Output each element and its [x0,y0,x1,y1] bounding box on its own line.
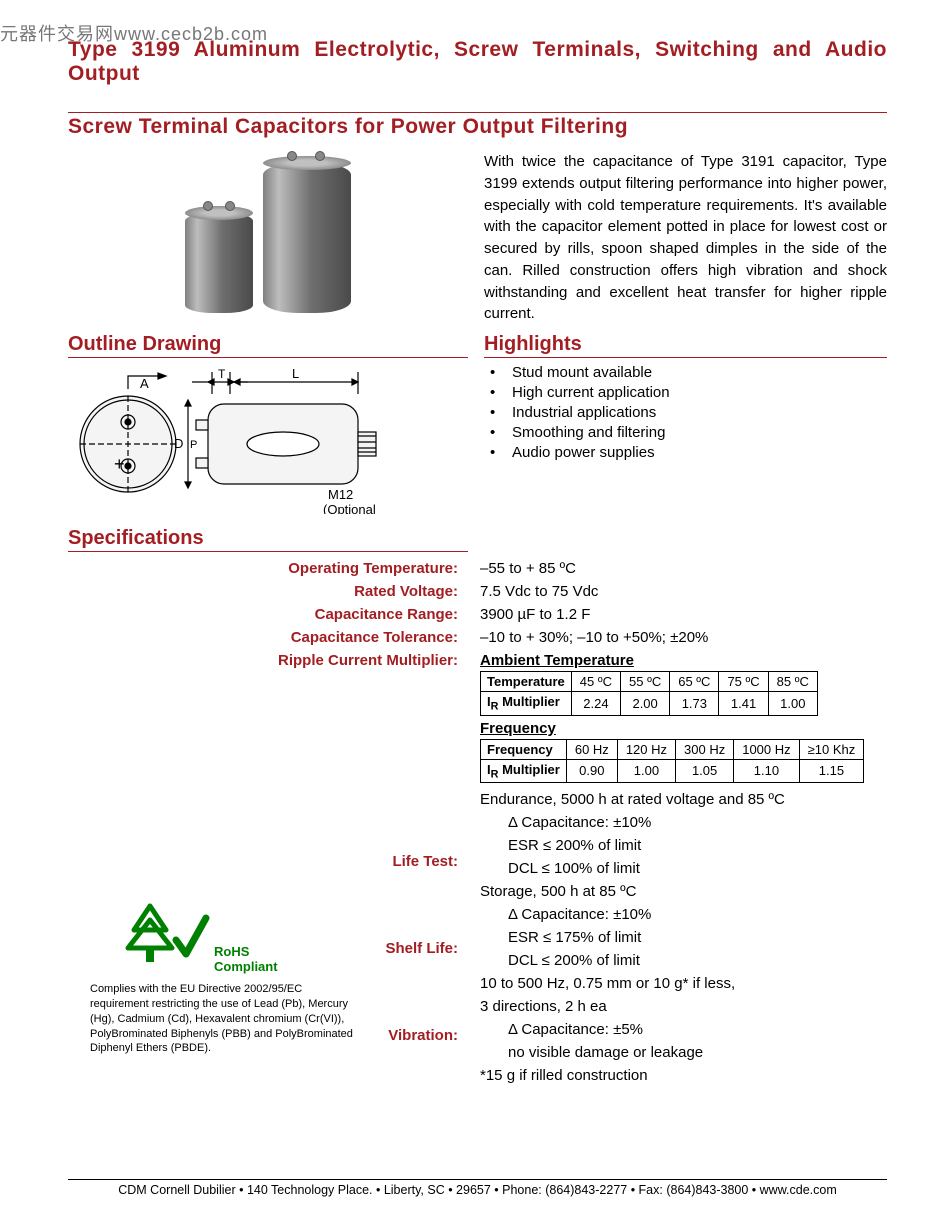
cell: Frequency [481,739,567,759]
product-image [68,151,468,325]
table-row: IR Multiplier 0.90 1.00 1.05 1.10 1.15 [481,759,864,783]
label-ripple-mult: Ripple Current Multiplier: [68,650,458,671]
rohs-label2: Compliant [214,959,278,974]
ambient-table: Temperature 45 ºC 55 ºC 65 ºC 75 ºC 85 º… [480,671,818,716]
capacitor-large-icon [263,163,351,313]
vib-l5: *15 g if rilled construction [480,1065,887,1086]
label-cap-range: Capacitance Range: [68,604,458,625]
cell: 1.05 [676,759,734,783]
vib-l1: 10 to 500 Hz, 0.75 mm or 10 g* if less, [480,973,887,994]
cell: 120 Hz [617,739,675,759]
description: With twice the capacitance of Type 3191 … [484,151,887,325]
outline-drawing: + A T L [68,364,398,514]
cell: 0.90 [566,759,617,783]
list-item: Smoothing and filtering [490,424,887,441]
cell: ≥10 Khz [799,739,864,759]
cell: 75 ºC [719,672,768,692]
list-item: Industrial applications [490,404,887,421]
svg-text:L: L [292,366,299,381]
label-op-temp: Operating Temperature: [68,558,458,579]
val-cap-tol: –10 to + 30%; –10 to +50%; ±20% [480,627,887,648]
vib-l4: no visible damage or leakage [480,1042,887,1063]
cell: 1.73 [670,692,719,716]
cell: 1.00 [617,759,675,783]
cell: 1.15 [799,759,864,783]
rohs-label1: RoHS [214,944,278,959]
rohs-tree-icon [120,900,210,974]
opt-label: (Optional [323,502,376,514]
label-life-test: Life Test: [68,851,458,872]
cell: 1.10 [734,759,799,783]
specs-heading: Specifications [68,527,468,552]
cell: 1000 Hz [734,739,799,759]
shelf-l3: DCL ≤ 200% of limit [480,950,887,971]
rohs-note: Complies with the EU Directive 2002/95/E… [90,982,360,1056]
shelf-main: Storage, 500 h at 85 ºC [480,881,887,902]
cell: 65 ºC [670,672,719,692]
cell: IR Multiplier [481,759,567,783]
life-test-l3: DCL ≤ 100% of limit [480,858,887,879]
svg-text:T: T [218,367,226,381]
cell: 2.00 [621,692,670,716]
val-cap-range: 3900 µF to 1.2 F [480,604,887,625]
list-item: High current application [490,384,887,401]
svg-text:P: P [190,439,197,451]
title-line2: Screw Terminal Capacitors for Power Outp… [68,115,887,139]
val-op-temp: –55 to + 85 ºC [480,558,887,579]
cell: 1.41 [719,692,768,716]
outline-heading: Outline Drawing [68,333,468,358]
life-test-l1: Δ Capacitance: ±10% [480,812,887,833]
cell: IR Multiplier [481,692,572,716]
spec-values-col: –55 to + 85 ºC 7.5 Vdc to 75 Vdc 3900 µF… [468,558,887,1088]
vib-l2: 3 directions, 2 h ea [480,996,887,1017]
shelf-l2: ESR ≤ 175% of limit [480,927,887,948]
table-row: Frequency 60 Hz 120 Hz 300 Hz 1000 Hz ≥1… [481,739,864,759]
freq-title: Frequency [480,720,887,737]
cell: Temperature [481,672,572,692]
svg-text:D: D [174,436,183,451]
cell: 85 ºC [768,672,817,692]
cell: 60 Hz [566,739,617,759]
freq-table: Frequency 60 Hz 120 Hz 300 Hz 1000 Hz ≥1… [480,739,864,784]
highlights-heading: Highlights [484,333,887,358]
highlights-list: Stud mount available High current applic… [484,364,887,461]
watermark: 元器件交易网www.cecb2b.com [0,20,268,46]
label-rated-v: Rated Voltage: [68,581,458,602]
list-item: Stud mount available [490,364,887,381]
title-block: Type 3199 Aluminum Electrolytic, Screw T… [68,38,887,139]
capacitor-small-icon [185,213,253,313]
label-cap-tol: Capacitance Tolerance: [68,627,458,648]
label-A: A [140,376,149,391]
list-item: Audio power supplies [490,444,887,461]
svg-text:+: + [114,454,125,474]
table-row: Temperature 45 ºC 55 ºC 65 ºC 75 ºC 85 º… [481,672,818,692]
val-rated-v: 7.5 Vdc to 75 Vdc [480,581,887,602]
cell: 55 ºC [621,672,670,692]
ambient-title: Ambient Temperature [480,652,887,669]
rohs-block: RoHS Compliant Complies with the EU Dire… [90,900,360,1056]
stud-label: M12 [328,487,353,502]
footer: CDM Cornell Dubilier • 140 Technology Pl… [68,1179,887,1197]
shelf-l1: Δ Capacitance: ±10% [480,904,887,925]
vib-l3: Δ Capacitance: ±5% [480,1019,887,1040]
life-test-l2: ESR ≤ 200% of limit [480,835,887,856]
life-test-main: Endurance, 5000 h at rated voltage and 8… [480,789,887,810]
cell: 45 ºC [571,672,620,692]
cell: 300 Hz [676,739,734,759]
cell: 2.24 [571,692,620,716]
title-line1: Type 3199 Aluminum Electrolytic, Screw T… [68,38,887,113]
cell: 1.00 [768,692,817,716]
table-row: IR Multiplier 2.24 2.00 1.73 1.41 1.00 [481,692,818,716]
